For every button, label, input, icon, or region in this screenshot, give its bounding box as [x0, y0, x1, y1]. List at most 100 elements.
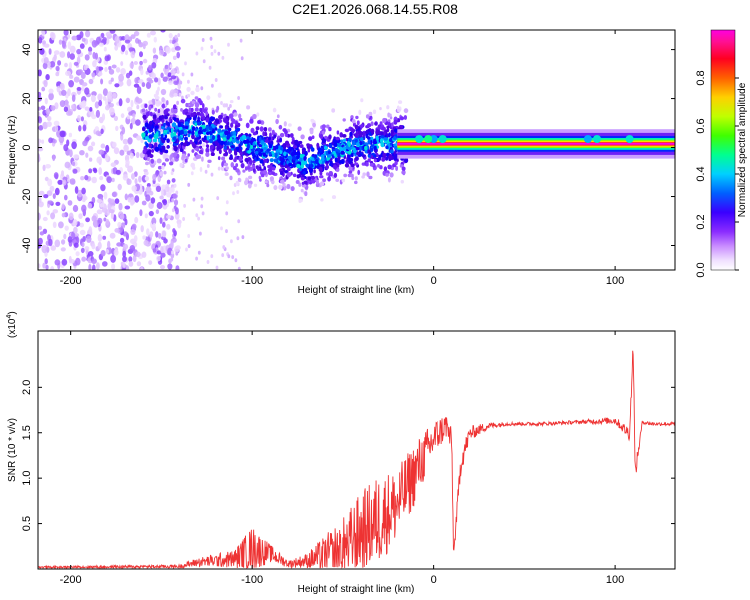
spectrogram-cell [229, 154, 233, 160]
spectrogram-cell [352, 149, 358, 154]
spectrogram-cell [113, 115, 118, 121]
spectrogram-cell [307, 180, 311, 184]
spectrogram-cell [290, 151, 296, 157]
spectrogram-cell [118, 202, 123, 211]
spectrogram-cell [66, 139, 70, 147]
spectrogram-cell [319, 171, 323, 176]
spectrogram-cell [625, 135, 634, 143]
spectrogram-cell [102, 261, 108, 267]
spectrogram-cell [210, 51, 214, 56]
spectrogram-cell [39, 231, 45, 236]
spectrogram-cell [222, 245, 226, 250]
spectrogram-cell [382, 130, 386, 137]
spectrogram-cell [99, 175, 104, 181]
spectrogram-cell [110, 211, 114, 220]
spectrogram-cell [348, 141, 351, 148]
spectrogram-cell [81, 204, 87, 213]
spectrogram-cell [141, 132, 146, 138]
spectrogram-cell [87, 202, 93, 209]
spectrogram-cell [128, 256, 133, 263]
spectrogram-cell [335, 136, 341, 141]
spectrogram-cell [239, 38, 243, 43]
spectrogram-cell [388, 132, 391, 138]
spectrogram-cell [161, 97, 165, 103]
spectrogram-cell [208, 138, 214, 144]
spectrogram-cell [232, 165, 237, 171]
spectrogram-cell [269, 158, 274, 163]
spectrogram-cell [124, 205, 131, 210]
spectrogram-cell [139, 152, 145, 159]
spectrogram-cell [96, 156, 102, 164]
spectrogram-cell [309, 163, 314, 168]
spectrogram-cell [75, 257, 81, 266]
spectrogram-cell [249, 159, 253, 165]
spectrogram-cell [164, 158, 170, 162]
spectrogram-cell [256, 154, 259, 161]
spectrogram-cell [42, 121, 48, 130]
spectrogram-cell [110, 254, 116, 263]
spectrogram-cell [67, 236, 73, 243]
spectrogram-cell [203, 135, 207, 141]
spectrogram-cell [147, 124, 152, 130]
spectrogram-cell [424, 135, 433, 143]
y-tick-label: 1.5 [21, 425, 33, 440]
spectrogram-cell [195, 86, 200, 93]
spectrogram-cell [76, 221, 81, 227]
spectrogram-cell [81, 187, 86, 195]
spectrogram-cell [64, 62, 68, 68]
spectrogram-cell [91, 114, 97, 120]
spectrogram-cell [229, 100, 234, 104]
spectrogram-cell [233, 112, 238, 117]
spectrogram-cell [67, 51, 71, 59]
spectrogram-cell [136, 135, 142, 141]
spectrogram-cell [75, 251, 80, 257]
spectrogram-cell [115, 67, 121, 73]
spectrogram-frame [37, 29, 676, 271]
spectrogram-cell [187, 182, 191, 187]
spectrogram-cell [263, 158, 268, 163]
spectrogram-cell [152, 100, 156, 106]
spectrogram-cell [390, 129, 394, 135]
spectrogram-cell [38, 111, 41, 117]
spectrogram-cell [81, 37, 86, 42]
spectrogram-cell [114, 45, 119, 51]
spectrogram-cell [88, 264, 92, 270]
colorbar: 0.0 0.2 0.4 0.6 0.8 Normalized spectral ampl… [695, 29, 748, 278]
spectrogram-cell [230, 162, 235, 168]
spectrogram-cell [83, 64, 88, 71]
spectrogram-cell [379, 107, 382, 111]
spectrogram-cell [368, 132, 372, 137]
spectrogram-cell [175, 190, 179, 195]
spectrogram-cell [205, 152, 210, 157]
spectrogram-cell [161, 139, 166, 144]
spectrogram-cell [157, 77, 161, 86]
spectrogram-cell [268, 143, 273, 149]
spectrogram-cell [169, 39, 173, 44]
spectrogram-cell [128, 111, 134, 116]
spectrogram-cell [197, 129, 202, 135]
spectrogram-cell [38, 212, 41, 221]
spectrogram-cell [386, 125, 390, 129]
spectrogram-cell [152, 173, 157, 181]
x-tick-label: -200 [60, 574, 82, 586]
spectrogram-cell [138, 79, 144, 84]
spectrogram-cell [311, 179, 316, 184]
spectrogram-cell [300, 188, 304, 193]
spectrogram-cell [351, 140, 356, 146]
spectrogram-cell [144, 103, 148, 109]
spectrogram-cell [103, 46, 107, 52]
spectrogram-cell [401, 170, 406, 175]
spectrogram-cell [194, 102, 200, 108]
spectrogram-cell [354, 176, 358, 181]
spectrogram-cell [98, 99, 103, 107]
spectrogram-cell [146, 111, 150, 117]
spectrogram-cell [289, 147, 293, 152]
y-tick-label: 40 [21, 43, 33, 55]
spectrogram-cell [38, 125, 44, 131]
spectrogram-cell [145, 161, 149, 166]
spectrogram-cell [357, 130, 363, 135]
spectrogram-cell [268, 136, 271, 141]
spectrogram-cell [292, 155, 297, 161]
spectrogram-cell [288, 162, 293, 167]
spectrogram-cell [146, 32, 151, 38]
